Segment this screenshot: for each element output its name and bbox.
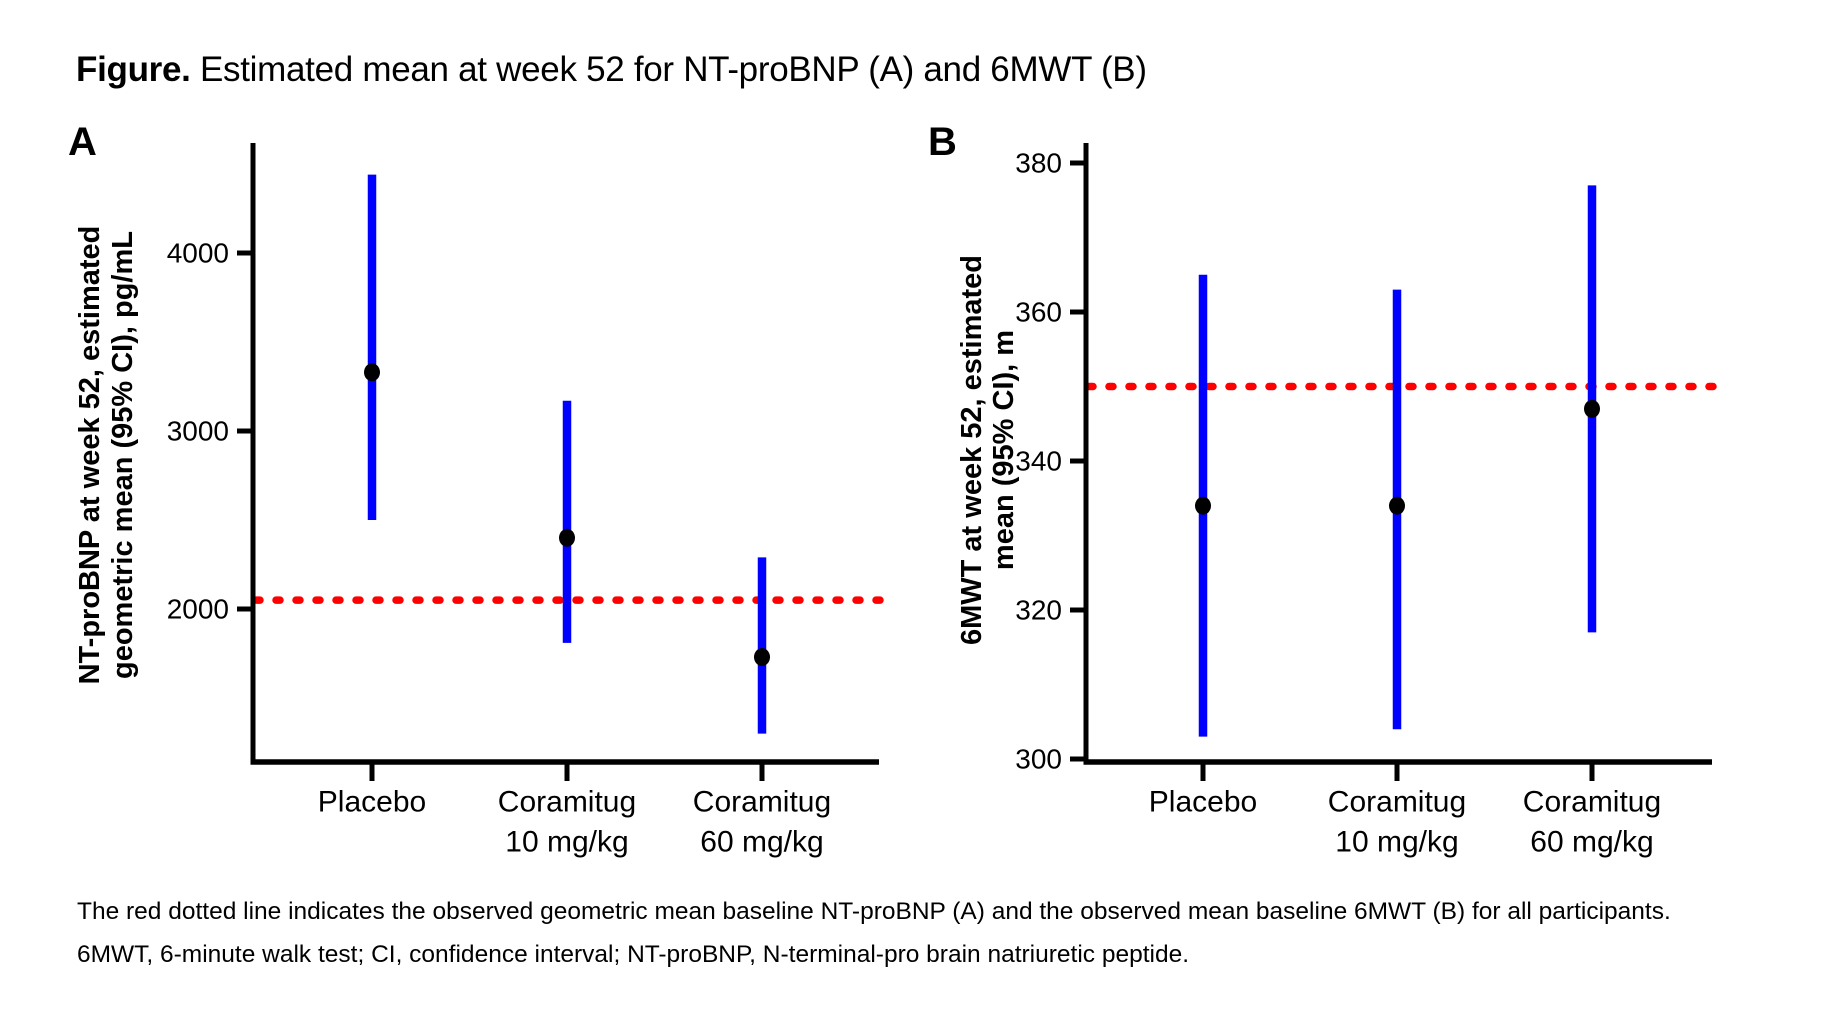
y-axis-title-line: 6MWT at week 52, estimated	[956, 255, 988, 645]
x-category-label: 60 mg/kg	[700, 826, 823, 859]
y-axis-title-line: mean (95% CI), m	[988, 330, 1020, 570]
y-tick-label: 4000	[167, 238, 229, 269]
panel-b-letter: B	[928, 120, 957, 164]
mean-marker	[1389, 496, 1405, 515]
mean-marker	[1584, 399, 1600, 418]
x-category-label: Coramitug	[693, 786, 831, 819]
y-tick-label: 2000	[167, 594, 229, 625]
y-axis-title-line: geometric mean (95% CI), pg/mL	[107, 231, 139, 679]
y-tick-label: 300	[1015, 744, 1062, 775]
figure-title: Figure. Estimated mean at week 52 for NT…	[76, 50, 1147, 90]
y-tick-label: 360	[1015, 297, 1062, 328]
footnote-line-1: The red dotted line indicates the observ…	[77, 898, 1671, 925]
figure-title-text: Estimated mean at week 52 for NT-proBNP …	[190, 50, 1147, 89]
x-category-label: Coramitug	[1328, 786, 1466, 819]
y-axis-title-line: NT-proBNP at week 52, estimated	[74, 226, 106, 685]
y-tick-label: 3000	[167, 416, 229, 447]
figure-footnote: The red dotted line indicates the observ…	[77, 890, 1797, 976]
mean-marker	[1195, 496, 1211, 515]
x-category-label: 10 mg/kg	[1335, 826, 1458, 859]
x-category-label: 10 mg/kg	[505, 826, 628, 859]
footnote-line-2: 6MWT, 6-minute walk test; CI, confidence…	[77, 941, 1190, 968]
x-category-label: Placebo	[318, 786, 426, 819]
y-tick-label: 340	[1015, 446, 1062, 477]
panel-a-chart: 2000 3000 4000 Placebo Coramitug 10 mg/kg Cora…	[74, 143, 887, 859]
y-tick-label: 320	[1015, 595, 1062, 626]
mean-marker	[364, 363, 380, 382]
y-tick-label: 380	[1015, 148, 1062, 179]
figure-label: Figure.	[76, 50, 191, 89]
panel-b-chart: 300 320 340 360 380 Placebo Coramitug 10 mg/kg C…	[956, 143, 1717, 859]
mean-marker	[754, 648, 770, 667]
x-category-label: Coramitug	[498, 786, 636, 819]
x-category-label: 60 mg/kg	[1530, 826, 1653, 859]
panel-a-letter: A	[68, 120, 97, 164]
x-category-label: Placebo	[1149, 786, 1257, 819]
mean-marker	[559, 528, 575, 547]
x-category-label: Coramitug	[1523, 786, 1661, 819]
